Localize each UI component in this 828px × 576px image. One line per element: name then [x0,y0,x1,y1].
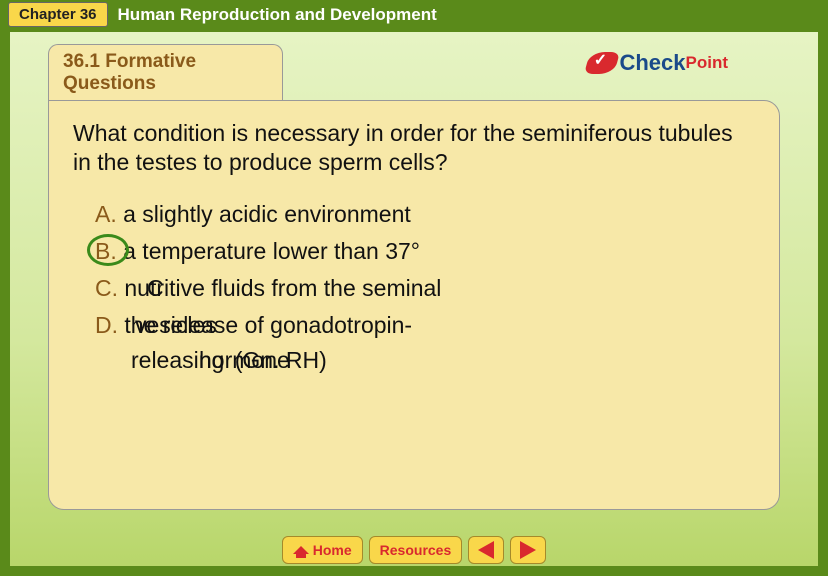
arrow-right-icon [520,541,536,559]
section-title: 36.1 Formative Questions [63,51,268,95]
answer-d-line2: hormone releasing (Gn. RH) [131,347,755,374]
slide-container: Chapter 36 Human Reproduction and Develo… [0,0,828,576]
resources-button[interactable]: Resources [369,536,463,564]
chapter-label: Chapter 36 [19,6,97,23]
prev-button[interactable] [468,536,504,564]
answer-c-text: nutritive fluids from the seminal [124,275,441,301]
next-button[interactable] [510,536,546,564]
answer-d-overlap: vesicles [135,310,217,341]
home-label: Home [313,542,352,558]
answer-d2-overlap: hormone [199,347,290,374]
answer-c[interactable]: C. C nutritive fluids from the seminal [95,273,755,304]
answer-c-overlap: C [147,273,164,304]
home-button[interactable]: Home [282,536,363,564]
folder-tab: 36.1 Formative Questions [48,44,283,100]
answer-a[interactable]: A. a slightly acidic environment [95,199,755,230]
arrow-left-icon [478,541,494,559]
header-bar: Chapter 36 Human Reproduction and Develo… [10,0,818,32]
answer-c-letter: C. [95,275,118,301]
answer-d-letter: D. [95,312,118,338]
section-tab-row: 36.1 Formative Questions CheckPoint [48,44,768,100]
answers-list: A. a slightly acidic environment B. a te… [95,199,755,374]
point-text: Point [686,53,729,73]
checkpoint-logo: CheckPoint [587,50,728,76]
home-icon [293,543,309,557]
answer-b-letter: B. [95,238,117,264]
answer-d[interactable]: D. vesicles the release of gonadotropin- [95,310,755,341]
folder-body: What condition is necessary in order for… [48,100,780,510]
check-swoosh-icon [585,52,621,74]
resources-label: Resources [380,542,452,558]
footer-nav: Home Resources [10,536,818,564]
chapter-tab: Chapter 36 [8,2,108,27]
answer-b-text: a temperature lower than 37° [123,238,420,264]
header-title: Human Reproduction and Development [108,0,447,30]
answer-a-text: a slightly acidic environment [123,201,411,227]
check-text: Check [619,50,685,76]
answer-b[interactable]: B. a temperature lower than 37° [95,236,755,267]
answer-a-letter: A. [95,201,117,227]
question-text: What condition is necessary in order for… [73,119,755,177]
